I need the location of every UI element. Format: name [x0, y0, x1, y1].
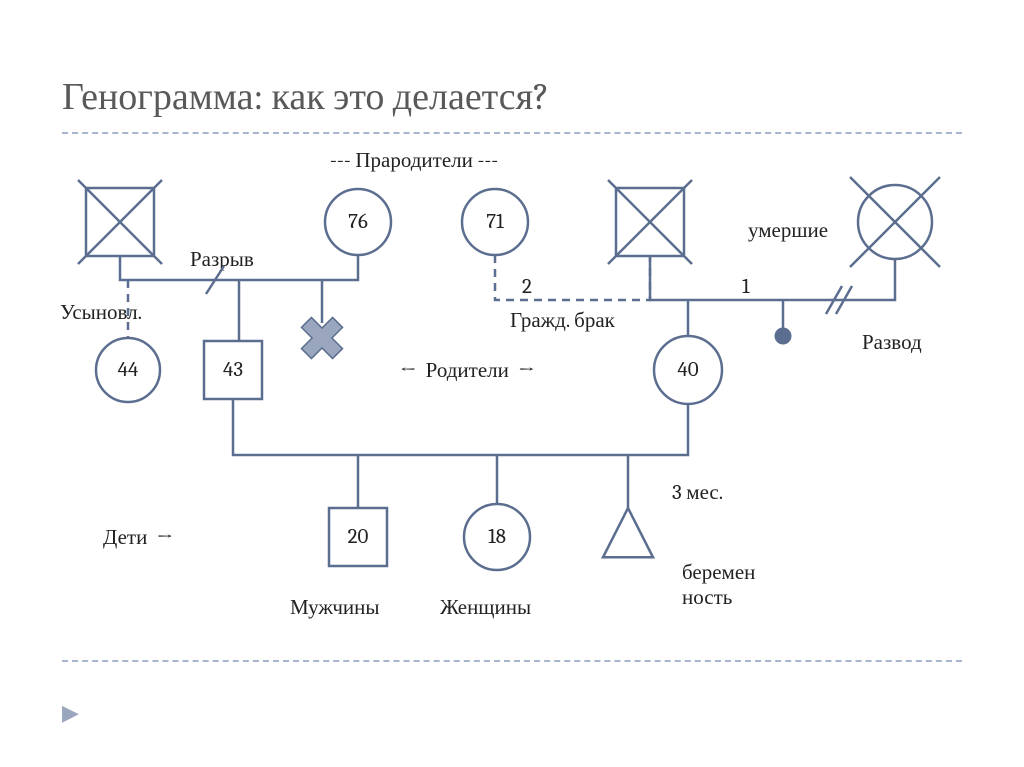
svg-text:18: 18 [488, 525, 506, 549]
svg-text:43: 43 [223, 358, 243, 382]
svg-text:76: 76 [348, 210, 368, 234]
svg-text:44: 44 [118, 358, 139, 382]
svg-text:40: 40 [677, 358, 698, 382]
genogram-svg: 76 71 44 43 40 20 18 [0, 0, 1024, 767]
svg-text:20: 20 [348, 525, 369, 549]
svg-text:71: 71 [486, 210, 504, 234]
